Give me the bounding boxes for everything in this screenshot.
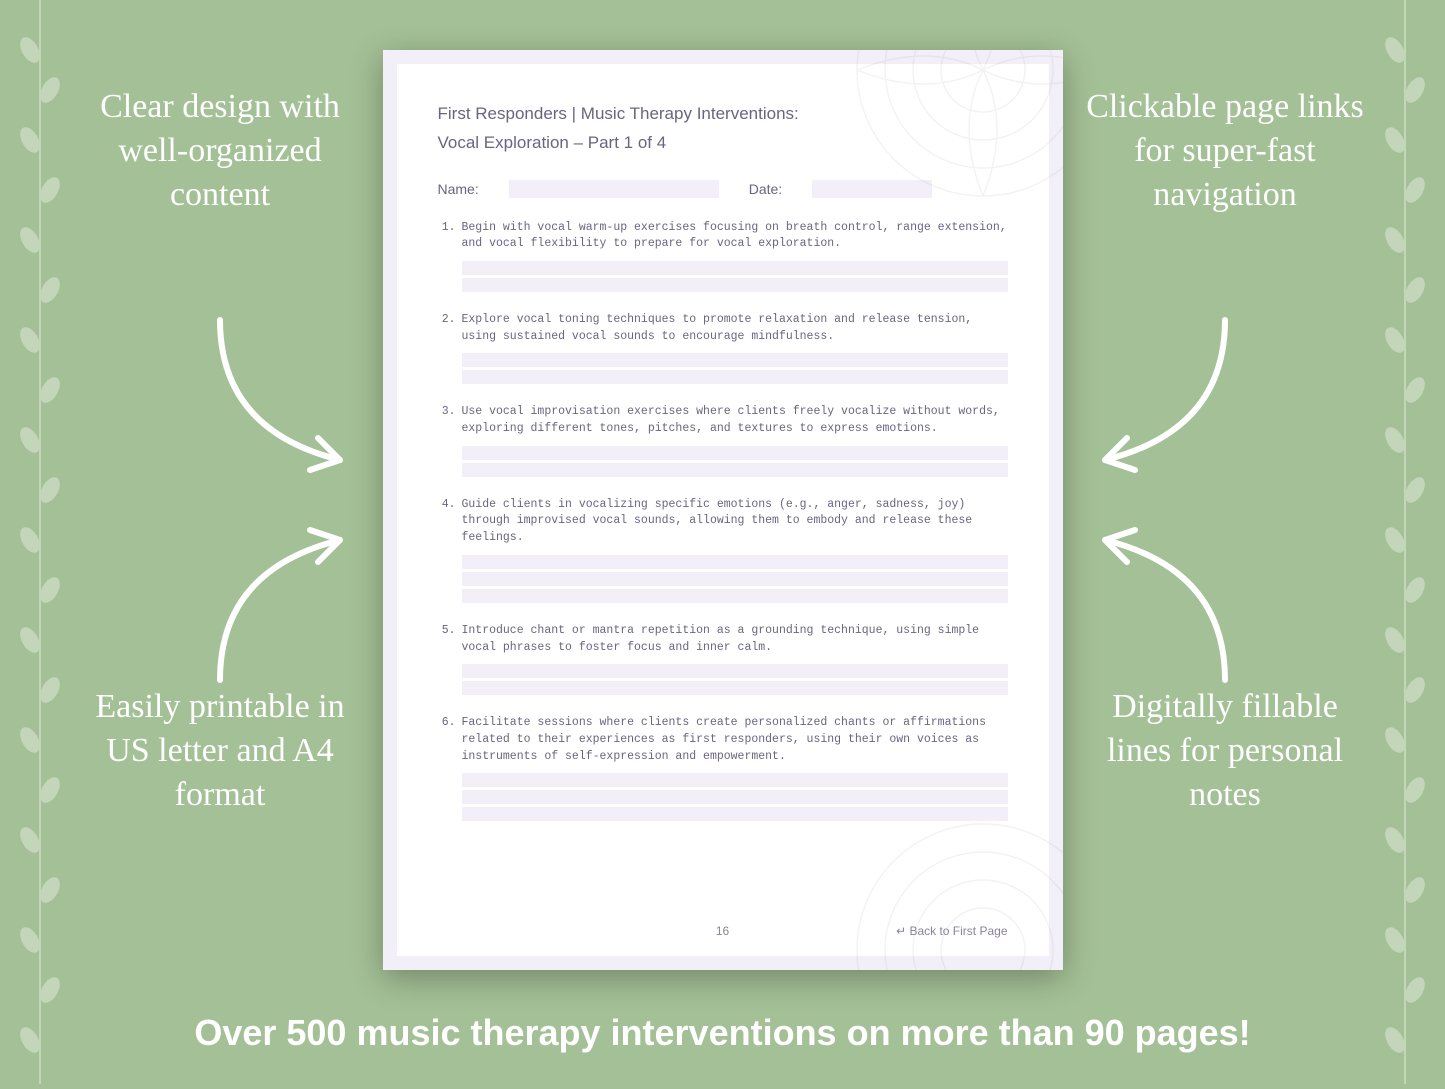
page-title: First Responders | Music Therapy Interve…: [438, 100, 1008, 158]
item-number: 1.: [438, 220, 456, 253]
fillable-line[interactable]: [462, 790, 1008, 804]
worksheet-page: First Responders | Music Therapy Interve…: [383, 50, 1063, 970]
fillable-line[interactable]: [462, 278, 1008, 292]
fillable-line[interactable]: [462, 773, 1008, 787]
fillable-line[interactable]: [462, 664, 1008, 678]
callout-top-right: Clickable page links for super-fast navi…: [1085, 85, 1365, 218]
list-item: 1.Begin with vocal warm-up exercises foc…: [438, 220, 1008, 292]
name-label: Name:: [438, 181, 479, 197]
date-field[interactable]: [812, 180, 932, 198]
fillable-line[interactable]: [462, 555, 1008, 569]
arrow-top-left: [190, 300, 370, 500]
list-item: 5.Introduce chant or mantra repetition a…: [438, 623, 1008, 695]
list-item: 6.Facilitate sessions where clients crea…: [438, 715, 1008, 821]
item-text: Begin with vocal warm-up exercises focus…: [462, 220, 1008, 253]
name-date-row: Name: Date:: [438, 180, 1008, 198]
arrow-bottom-right: [1075, 500, 1255, 700]
list-item: 2.Explore vocal toning techniques to pro…: [438, 312, 1008, 384]
fillable-line[interactable]: [462, 370, 1008, 384]
item-text: Guide clients in vocalizing specific emo…: [462, 497, 1008, 547]
fillable-lines[interactable]: [462, 261, 1008, 292]
arrow-top-right: [1075, 300, 1255, 500]
item-text: Introduce chant or mantra repetition as …: [462, 623, 1008, 656]
mandala-decoration-icon: [843, 810, 1063, 970]
item-number: 3.: [438, 404, 456, 437]
fillable-line[interactable]: [462, 589, 1008, 603]
item-text: Facilitate sessions where clients create…: [462, 715, 1008, 765]
back-to-first-link[interactable]: ↵ Back to First Page: [896, 924, 1007, 938]
name-field[interactable]: [509, 180, 719, 198]
fillable-lines[interactable]: [462, 555, 1008, 603]
item-number: 2.: [438, 312, 456, 345]
callout-top-left: Clear design with well-organized content: [80, 85, 360, 218]
bottom-banner: Over 500 music therapy interventions on …: [0, 1012, 1445, 1054]
list-item: 4.Guide clients in vocalizing specific e…: [438, 497, 1008, 603]
fillable-line[interactable]: [462, 463, 1008, 477]
item-text: Explore vocal toning techniques to promo…: [462, 312, 1008, 345]
item-number: 5.: [438, 623, 456, 656]
item-text: Use vocal improvisation exercises where …: [462, 404, 1008, 437]
fillable-line[interactable]: [462, 807, 1008, 821]
fillable-line[interactable]: [462, 353, 1008, 367]
fillable-lines[interactable]: [462, 446, 1008, 477]
fillable-lines[interactable]: [462, 773, 1008, 821]
list-item: 3.Use vocal improvisation exercises wher…: [438, 404, 1008, 476]
fillable-lines[interactable]: [462, 664, 1008, 695]
callout-bottom-right: Digitally fillable lines for personal no…: [1085, 685, 1365, 818]
fillable-line[interactable]: [462, 681, 1008, 695]
fillable-line[interactable]: [462, 572, 1008, 586]
date-label: Date:: [749, 181, 782, 197]
arrow-bottom-left: [190, 500, 370, 700]
item-number: 4.: [438, 497, 456, 547]
fillable-line[interactable]: [462, 446, 1008, 460]
fillable-line[interactable]: [462, 261, 1008, 275]
page-title-line2: Vocal Exploration – Part 1 of 4: [438, 129, 1008, 158]
items-list: 1.Begin with vocal warm-up exercises foc…: [438, 220, 1008, 821]
leaf-border-right: [1375, 0, 1435, 1084]
leaf-border-left: [10, 0, 70, 1084]
item-number: 6.: [438, 715, 456, 765]
page-footer: 16 ↵ Back to First Page: [438, 924, 1008, 938]
page-title-line1: First Responders | Music Therapy Interve…: [438, 100, 1008, 129]
callout-bottom-left: Easily printable in US letter and A4 for…: [80, 685, 360, 818]
page-number: 16: [716, 924, 729, 938]
fillable-lines[interactable]: [462, 353, 1008, 384]
